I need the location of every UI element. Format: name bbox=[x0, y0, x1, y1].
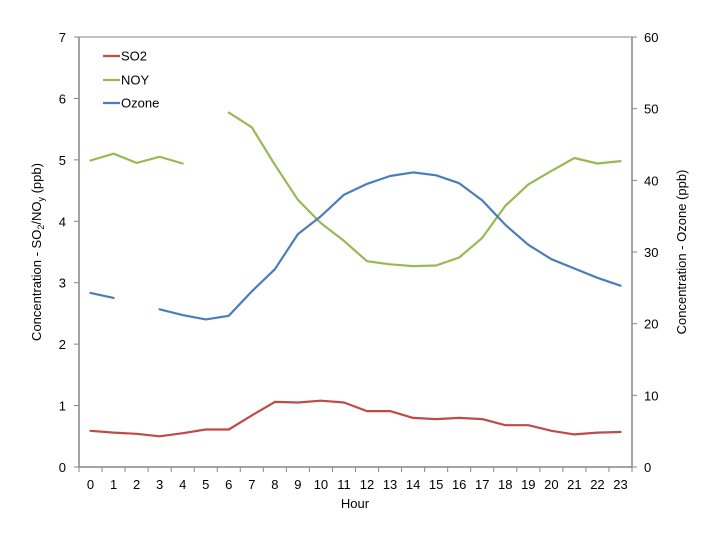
y-left-title-part: (ppb) bbox=[29, 163, 44, 197]
y-left-tick-label: 5 bbox=[59, 153, 66, 168]
y-axis-left-title: Concentration - SO2/NOy (ppb) bbox=[29, 163, 46, 341]
x-tick-label: 0 bbox=[87, 477, 94, 492]
y-axis-right: 0 10 20 30 40 50 60 bbox=[632, 30, 658, 475]
y-left-title-sub: 2 bbox=[36, 225, 46, 230]
x-tick-label: 6 bbox=[225, 477, 232, 492]
x-tick-label: 1 bbox=[110, 477, 117, 492]
x-tick-label: 5 bbox=[202, 477, 209, 492]
x-tick-label: 9 bbox=[294, 477, 301, 492]
legend: SO2 NOY Ozone bbox=[103, 49, 159, 111]
x-tick-label: 20 bbox=[544, 477, 558, 492]
y-right-tick-label: 30 bbox=[644, 245, 658, 260]
series-line-so2 bbox=[89, 399, 622, 438]
y-axis-left: 0 1 2 3 4 5 6 7 bbox=[59, 30, 79, 475]
legend-label-ozone: Ozone bbox=[121, 96, 159, 111]
y-left-tick-label: 1 bbox=[59, 399, 66, 414]
y-right-tick-label: 0 bbox=[644, 460, 651, 475]
y-right-tick-label: 10 bbox=[644, 388, 658, 403]
series-line-ozone bbox=[89, 171, 622, 321]
x-tick-label: 11 bbox=[337, 477, 351, 492]
y-left-title-part: Concentration - SO bbox=[29, 230, 44, 341]
y-left-tick-label: 6 bbox=[59, 91, 66, 106]
y-right-tick-label: 60 bbox=[644, 30, 658, 45]
x-tick-label: 16 bbox=[452, 477, 466, 492]
x-tick-label: 22 bbox=[590, 477, 604, 492]
series-line-noy bbox=[89, 111, 622, 268]
x-tick-label: 19 bbox=[521, 477, 535, 492]
x-tick-label: 12 bbox=[360, 477, 374, 492]
y-right-tick-label: 20 bbox=[644, 317, 658, 332]
x-tick-label: 17 bbox=[475, 477, 489, 492]
y-right-tick-label: 50 bbox=[644, 102, 658, 117]
y-left-tick-label: 0 bbox=[59, 460, 66, 475]
series-layer bbox=[89, 111, 622, 438]
x-tick-label: 13 bbox=[383, 477, 397, 492]
y-left-title-part: /NO bbox=[29, 202, 44, 225]
y-left-tick-label: 3 bbox=[59, 276, 66, 291]
y-left-tick-label: 2 bbox=[59, 337, 66, 352]
y-axis-right-title: Concentration - Ozone (ppb) bbox=[674, 170, 689, 335]
y-left-title-sub: y bbox=[36, 197, 46, 202]
x-tick-label: 10 bbox=[314, 477, 328, 492]
legend-label-noy: NOY bbox=[121, 73, 150, 88]
y-right-tick-label: 40 bbox=[644, 173, 658, 188]
x-tick-label: 14 bbox=[406, 477, 420, 492]
x-tick-label: 8 bbox=[271, 477, 278, 492]
y-left-tick-label: 7 bbox=[59, 30, 66, 45]
x-axis: 0 1 2 3 4 5 6 7 8 9 10 11 12 13 14 15 16 17 18 19 20 21 22 23 bbox=[78, 467, 633, 492]
y-left-tick-label: 4 bbox=[59, 214, 66, 229]
x-tick-label: 7 bbox=[248, 477, 255, 492]
x-tick-label: 2 bbox=[133, 477, 140, 492]
legend-label-so2: SO2 bbox=[121, 49, 147, 64]
x-tick-label: 4 bbox=[179, 477, 186, 492]
x-tick-label: 15 bbox=[429, 477, 443, 492]
x-axis-title: Hour bbox=[341, 496, 370, 511]
x-tick-label: 21 bbox=[567, 477, 581, 492]
x-tick-label: 23 bbox=[613, 477, 627, 492]
x-tick-label: 3 bbox=[156, 477, 163, 492]
x-tick-label: 18 bbox=[498, 477, 512, 492]
